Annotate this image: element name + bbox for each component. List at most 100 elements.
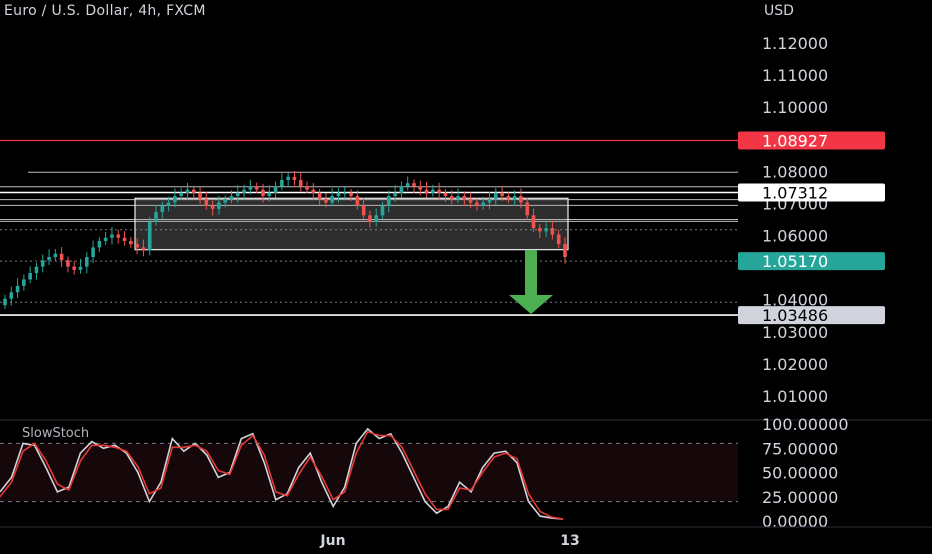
candle-body xyxy=(437,189,441,193)
candle-body xyxy=(556,234,561,245)
candle-body xyxy=(487,199,492,203)
candle-body xyxy=(223,199,228,203)
oscillator-title: SlowStoch xyxy=(22,426,90,441)
price-label-current: 1.05170 xyxy=(762,252,828,271)
stoch-tick-label: 50.00000 xyxy=(762,464,838,483)
time-tick-label: Jun xyxy=(319,533,345,549)
candle-body xyxy=(116,234,121,238)
candle-body xyxy=(330,196,334,203)
candle-body xyxy=(191,189,196,193)
candle-body xyxy=(449,196,454,200)
price-label-bg xyxy=(738,131,885,150)
price-tick-label: 1.03000 xyxy=(762,323,828,342)
candle-body xyxy=(78,266,83,270)
stoch-tick-label: 100.00000 xyxy=(762,415,849,434)
candle-body xyxy=(393,192,397,197)
candle-body xyxy=(129,240,133,245)
candle-body xyxy=(493,192,498,200)
candle-body xyxy=(456,196,460,200)
candle-body xyxy=(342,192,347,195)
candle-body xyxy=(179,192,183,197)
candle-body xyxy=(355,196,360,206)
candle-body xyxy=(349,192,353,197)
candle-body xyxy=(273,186,278,193)
candle-body xyxy=(9,292,14,299)
candle-body xyxy=(236,192,240,197)
candle-body xyxy=(141,247,146,251)
candle-body xyxy=(481,202,486,206)
candle-body xyxy=(261,189,265,197)
candle-body xyxy=(538,228,542,232)
candle-body xyxy=(475,202,479,206)
time-tick-label: 13 xyxy=(560,533,579,549)
candle-body xyxy=(103,237,108,241)
price-tick-label: 1.02000 xyxy=(762,355,828,374)
candle-body xyxy=(59,253,64,261)
price-tick-label: 1.06000 xyxy=(762,227,828,246)
candle-body xyxy=(380,205,385,216)
currency-label: USD xyxy=(764,3,794,19)
candle-body xyxy=(66,260,70,267)
candle-body xyxy=(97,240,102,248)
candle-body xyxy=(544,228,548,232)
price-label-bg xyxy=(738,306,885,325)
stoch-band xyxy=(0,443,738,502)
candle-body xyxy=(204,199,209,206)
price-tick-label: 1.01000 xyxy=(762,387,828,406)
candle-body xyxy=(374,215,379,222)
candle-body xyxy=(173,196,177,203)
candle-body xyxy=(248,186,253,190)
stoch-tick-label: 75.00000 xyxy=(762,439,838,458)
candle-body xyxy=(91,247,95,258)
price-label-bg xyxy=(738,252,885,271)
candle-body xyxy=(298,179,303,187)
candle-body xyxy=(254,186,259,190)
candle-body xyxy=(160,205,165,213)
candle-body xyxy=(34,266,39,274)
candle-body xyxy=(53,253,58,258)
candle-body xyxy=(387,196,391,206)
candle-body xyxy=(317,192,322,200)
candle-body xyxy=(229,196,234,200)
candle-body xyxy=(292,176,297,180)
price-tick-label: 1.04000 xyxy=(762,291,828,310)
candle-body xyxy=(563,244,567,258)
candle-body xyxy=(324,199,328,203)
candle-body xyxy=(242,189,246,193)
candle-body xyxy=(210,205,215,209)
candle-body xyxy=(361,205,366,216)
price-tick-label: 1.08000 xyxy=(762,162,828,181)
candle-body xyxy=(506,196,511,200)
candle-body xyxy=(198,192,202,200)
candle-body xyxy=(22,279,26,286)
candle-body xyxy=(424,189,429,193)
candle-body xyxy=(185,189,190,193)
price-label-range-top: 1.07312 xyxy=(762,184,828,203)
candle-body xyxy=(166,202,171,206)
stoch-d-line xyxy=(0,430,564,520)
candle-body xyxy=(405,183,410,187)
stoch-tick-label: 25.00000 xyxy=(762,488,838,507)
candle-body xyxy=(154,212,158,222)
candle-body xyxy=(135,244,139,248)
candle-body xyxy=(110,234,114,238)
down-arrow xyxy=(509,250,553,314)
candle-body xyxy=(28,273,32,280)
candle-body xyxy=(286,176,290,180)
candle-body xyxy=(3,298,7,306)
candle-body xyxy=(336,192,341,197)
candle-body xyxy=(531,215,536,229)
candle-body xyxy=(40,260,45,267)
candle-body xyxy=(15,285,20,293)
candle-body xyxy=(311,189,316,193)
price-tick-label: 1.11000 xyxy=(762,66,828,85)
candle-body xyxy=(418,186,423,190)
candle-body xyxy=(525,202,530,216)
candle-body xyxy=(462,196,467,200)
candle-body xyxy=(47,257,51,261)
price-label-support: 1.03486 xyxy=(762,306,828,325)
candle-body xyxy=(443,192,448,197)
range-box[interactable] xyxy=(134,197,569,251)
